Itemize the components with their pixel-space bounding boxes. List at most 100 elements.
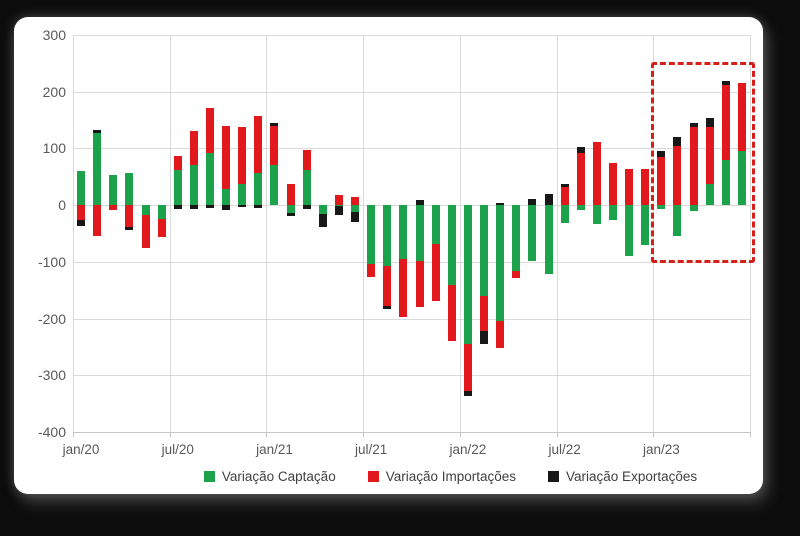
importacoes-segment <box>721 85 730 160</box>
captacao-segment <box>592 205 601 225</box>
exportacoes-segment <box>480 331 489 344</box>
v-gridline <box>266 35 268 432</box>
captacao-segment <box>351 205 360 212</box>
captacao-segment <box>270 164 279 206</box>
v-gridline <box>556 35 558 432</box>
importacoes-segment <box>641 168 650 206</box>
captacao-segment <box>399 205 408 260</box>
importacoes-segment <box>109 205 118 211</box>
exportacoes-segment <box>173 205 182 209</box>
captacao-segment <box>302 169 311 206</box>
exportacoes-segment <box>222 205 231 210</box>
x-axis-tick <box>266 432 268 437</box>
importacoes-segment <box>157 219 166 237</box>
importacoes-segment <box>399 259 408 318</box>
captacao-segment <box>512 205 521 272</box>
exportacoes-segment <box>77 219 86 227</box>
legend-swatch-icon <box>367 471 379 482</box>
exportacoes-segment <box>93 130 102 133</box>
x-axis-label: jul/22 <box>548 442 581 457</box>
legend-label: Variação Captação <box>221 469 336 484</box>
v-gridline <box>363 35 365 432</box>
highlight-dashed-box <box>651 62 755 264</box>
exportacoes-segment <box>334 206 343 216</box>
captacao-segment <box>286 205 295 213</box>
captacao-segment <box>463 205 472 345</box>
importacoes-segment <box>302 150 311 170</box>
y-axis-label: 300 <box>42 27 66 43</box>
captacao-segment <box>206 152 214 206</box>
v-gridline <box>73 35 74 432</box>
importacoes-segment <box>625 169 634 206</box>
exportacoes-segment <box>463 391 472 396</box>
importacoes-segment <box>77 205 86 220</box>
y-axis-label: -300 <box>37 367 66 384</box>
importacoes-segment <box>173 156 182 170</box>
importacoes-segment <box>463 344 472 392</box>
importacoes-segment <box>480 295 489 332</box>
exportacoes-segment <box>415 200 424 206</box>
exportacoes-segment <box>302 205 311 209</box>
h-gridline--100 <box>73 261 750 263</box>
captacao-segment <box>109 174 118 206</box>
importacoes-segment <box>222 126 231 190</box>
x-axis-tick <box>73 432 74 437</box>
y-axis-label: -400 <box>37 424 66 440</box>
exportacoes-segment <box>657 151 666 157</box>
captacao-segment <box>447 205 456 285</box>
captacao-segment <box>496 205 505 322</box>
legend-label: Variação Exportações <box>566 469 698 484</box>
captacao-segment <box>641 205 650 246</box>
importacoes-segment <box>238 127 247 184</box>
importacoes-segment <box>705 126 714 185</box>
exportacoes-segment <box>576 147 585 153</box>
captacao-segment <box>157 205 166 220</box>
importacoes-segment <box>447 284 456 341</box>
v-gridline <box>169 35 171 432</box>
x-axis-label: jan/22 <box>449 442 487 457</box>
legend-item-exportacoes-segment: Variação Exportações <box>548 469 697 484</box>
exportacoes-segment <box>496 203 505 206</box>
legend-item-captacao-segment: Variação Captação <box>203 469 336 484</box>
captacao-segment <box>673 205 682 237</box>
captacao-segment <box>383 205 392 267</box>
chart-legend: Variação Captação Variação Importações Var… <box>73 469 750 484</box>
exportacoes-segment <box>721 80 730 86</box>
captacao-segment <box>608 205 617 221</box>
x-axis-tick <box>459 432 461 437</box>
y-axis-label: -100 <box>37 253 66 270</box>
captacao-segment <box>189 165 198 206</box>
importacoes-segment <box>592 141 601 206</box>
x-axis-tick <box>556 432 558 437</box>
importacoes-segment <box>383 266 392 306</box>
y-axis-label: 100 <box>42 140 66 157</box>
x-axis-label: jul/21 <box>355 442 388 457</box>
captacao-segment <box>141 205 150 216</box>
importacoes-segment <box>93 205 102 237</box>
exportacoes-segment <box>383 305 392 310</box>
exportacoes-segment <box>286 212 295 216</box>
captacao-segment <box>367 205 376 264</box>
v-gridline <box>750 35 751 432</box>
importacoes-segment <box>560 186 569 206</box>
captacao-segment <box>125 172 134 206</box>
legend-swatch-icon <box>548 471 560 482</box>
v-gridline <box>459 35 461 432</box>
exportacoes-segment <box>206 205 214 208</box>
importacoes-segment <box>189 130 198 166</box>
captacao-segment <box>334 205 343 207</box>
x-axis-tick <box>363 432 365 437</box>
exportacoes-segment <box>270 122 279 127</box>
h-gridline-100 <box>73 148 750 150</box>
x-axis-tick <box>169 432 171 437</box>
importacoes-segment <box>496 321 505 349</box>
captacao-segment <box>721 159 730 206</box>
h-gridline--400 <box>73 432 750 433</box>
captacao-segment <box>480 205 489 296</box>
importacoes-segment <box>270 126 279 165</box>
captacao-segment <box>576 205 585 210</box>
plot-area <box>73 35 751 433</box>
captacao-segment <box>657 205 666 209</box>
exportacoes-segment <box>560 183 569 187</box>
captacao-segment <box>254 172 263 206</box>
